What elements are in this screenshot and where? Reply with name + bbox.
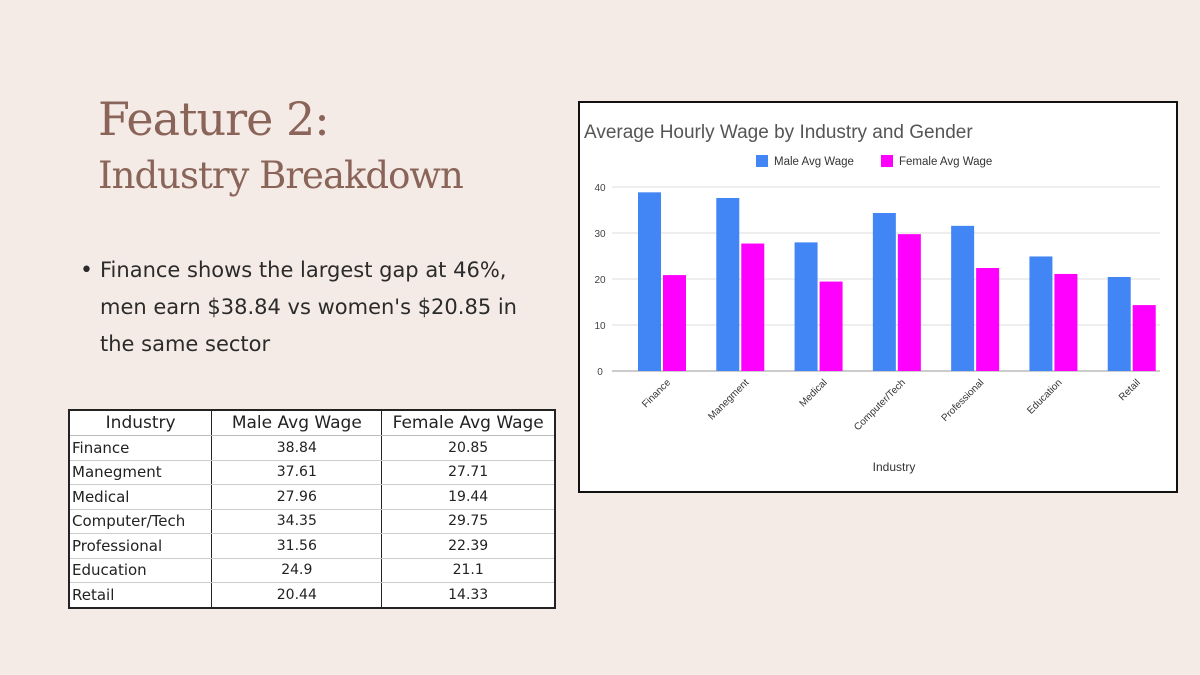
- table-cell-industry: Education: [69, 558, 213, 583]
- bar-female: [663, 275, 686, 371]
- slide-title: Feature 2:: [98, 92, 330, 146]
- table-row: Professional 31.56 22.39: [69, 533, 555, 559]
- table-cell-female: 27.71: [381, 460, 555, 485]
- bar-male: [1107, 276, 1131, 371]
- bar-female: [1054, 273, 1078, 371]
- bullet-point: • Finance shows the largest gap at 46%, …: [80, 252, 520, 363]
- slide-subtitle: Industry Breakdown: [98, 154, 464, 197]
- table-cell-male: 38.84: [211, 435, 383, 461]
- legend-swatch: [756, 155, 768, 167]
- table-header-male: Male Avg Wage: [211, 410, 383, 436]
- table-row: Computer/Tech 34.35 29.75: [69, 509, 555, 534]
- legend-label: Male Avg Wage: [774, 156, 854, 168]
- x-axis-label: Industry: [873, 460, 916, 474]
- bar-male: [638, 192, 661, 371]
- table-cell-female: 19.44: [381, 484, 555, 510]
- bar-female: [897, 234, 921, 371]
- x-tick-label: Medical: [798, 377, 830, 409]
- wage-table: Industry Male Avg Wage Female Avg Wage F…: [68, 409, 556, 609]
- x-tick-label: Retail: [1117, 377, 1143, 403]
- bar-male: [794, 242, 818, 371]
- bar-male: [716, 197, 740, 371]
- x-tick-label: Manegment: [706, 377, 751, 422]
- y-tick-label: 40: [594, 183, 606, 194]
- bar-female: [976, 268, 1000, 371]
- legend-label: Female Avg Wage: [899, 156, 992, 168]
- y-tick-label: 20: [594, 275, 606, 286]
- legend-swatch: [881, 155, 893, 167]
- bar-male: [1029, 256, 1053, 371]
- table-cell-male: 31.56: [211, 533, 383, 559]
- table-row: Medical 27.96 19.44: [69, 484, 555, 510]
- bar-chart-svg: Average Hourly Wage by Industry and Gend…: [584, 122, 1160, 474]
- table-cell-industry: Medical: [69, 484, 213, 510]
- bar-female: [819, 281, 843, 371]
- bullet-dot: •: [80, 258, 93, 283]
- y-tick-label: 30: [594, 229, 606, 240]
- y-tick-label: 10: [594, 321, 606, 332]
- table-header-female: Female Avg Wage: [381, 410, 555, 436]
- table-cell-male: 37.61: [211, 460, 383, 485]
- table-cell-female: 29.75: [381, 509, 555, 534]
- table-cell-industry: Computer/Tech: [69, 509, 213, 534]
- table-cell-female: 14.33: [381, 582, 555, 608]
- table-cell-male: 27.96: [211, 484, 383, 510]
- x-tick-label: Professional: [940, 377, 987, 424]
- x-tick-label: Finance: [640, 377, 673, 410]
- table-header-industry: Industry: [69, 410, 213, 436]
- table-cell-male: 34.35: [211, 509, 383, 534]
- chart-title: Average Hourly Wage by Industry and Gend…: [584, 122, 973, 143]
- table-cell-industry: Finance: [69, 435, 213, 461]
- bar-female: [741, 243, 765, 371]
- table-cell-male: 24.9: [211, 558, 383, 583]
- table-cell-female: 21.1: [381, 558, 555, 583]
- bullet-text: Finance shows the largest gap at 46%, me…: [100, 258, 517, 356]
- table-header-row: Industry Male Avg Wage Female Avg Wage: [69, 410, 555, 436]
- table-row: Manegment 37.61 27.71: [69, 460, 555, 485]
- table-row: Education 24.9 21.1: [69, 558, 555, 583]
- bar-male: [951, 225, 975, 371]
- y-tick-label: 0: [597, 367, 603, 378]
- bar-chart: Average Hourly Wage by Industry and Gend…: [578, 101, 1178, 493]
- bar-male: [872, 212, 896, 371]
- table-row: Finance 38.84 20.85: [69, 435, 555, 461]
- table-cell-industry: Professional: [69, 533, 213, 559]
- table-row: Retail 20.44 14.33: [69, 582, 555, 608]
- x-tick-label: Computer/Tech: [852, 377, 908, 433]
- x-tick-label: Education: [1025, 377, 1064, 416]
- table-cell-industry: Retail: [69, 582, 213, 608]
- table-cell-male: 20.44: [211, 582, 383, 608]
- bar-female: [1132, 305, 1156, 371]
- table-cell-female: 22.39: [381, 533, 555, 559]
- table-cell-industry: Manegment: [69, 460, 213, 485]
- table-cell-female: 20.85: [381, 435, 555, 461]
